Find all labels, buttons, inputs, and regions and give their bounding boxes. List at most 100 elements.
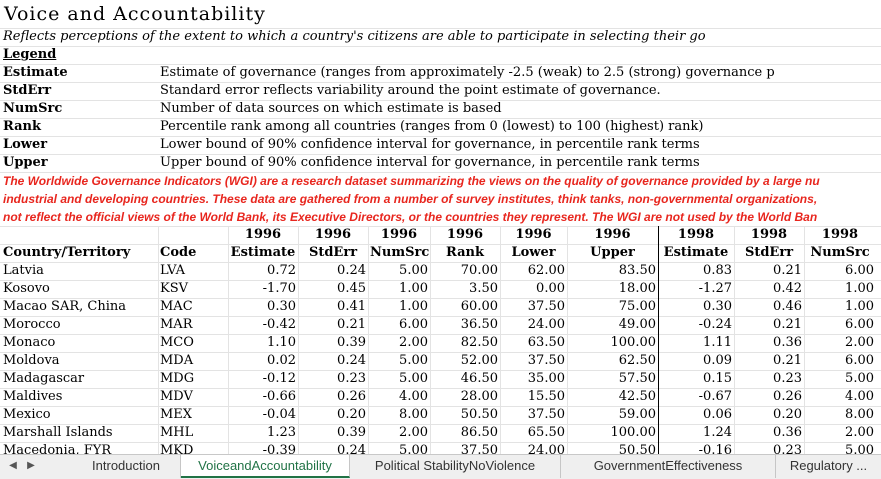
table-cell[interactable]: 37.50 (527, 353, 565, 368)
tab-scroll-left-icon[interactable]: ◀ (9, 460, 17, 471)
year-header-row[interactable]: 1996 1996 1996 1996 1996 1996 1998 1998 1998 (0, 226, 881, 244)
table-cell[interactable]: -0.67 (698, 389, 732, 404)
table-cell[interactable]: 28.00 (460, 389, 498, 404)
table-cell[interactable]: 100.00 (610, 425, 657, 440)
table-cell[interactable]: 50.50 (618, 443, 656, 454)
table-cell[interactable]: 0.83 (703, 263, 732, 278)
table-cell[interactable]: 5.00 (845, 371, 874, 386)
sheet-subtitle-row[interactable]: Reflects perceptions of the extent to wh… (0, 28, 881, 46)
table-cell[interactable]: 5.00 (399, 443, 428, 454)
table-cell[interactable]: 6.00 (845, 263, 874, 278)
table-row[interactable]: Kosovo KSV -1.70 0.45 1.00 3.50 0.00 18.00 -1.27… (0, 280, 881, 298)
table-row[interactable]: Marshall Islands MHL 1.23 0.39 2.00 86.50 65.5… (0, 424, 881, 442)
table-cell[interactable]: MKD (160, 443, 194, 454)
table-cell[interactable]: 36.50 (460, 317, 498, 332)
note-row[interactable]: The Worldwide Governance Indicators (WGI… (0, 172, 881, 190)
legend-row[interactable]: Estimate Estimate of governance (ranges f… (0, 64, 881, 82)
table-row[interactable]: Moldova MDA 0.02 0.24 5.00 52.00 37.50 62.50 0.0… (0, 352, 881, 370)
legend-row[interactable]: StdErr Standard error reflects variabilit… (0, 82, 881, 100)
legend-row[interactable]: NumSrc Number of data sources on which es… (0, 100, 881, 118)
tab-political-stabilitynoviolence[interactable]: Political StabilityNoViolence (350, 455, 561, 478)
spreadsheet-grid[interactable]: Voice and Accountability Reflects percep… (0, 0, 881, 454)
table-cell[interactable]: 63.50 (527, 335, 565, 350)
table-cell[interactable]: 0.21 (337, 317, 366, 332)
table-cell[interactable]: 50.50 (460, 407, 498, 422)
table-cell[interactable]: 6.00 (845, 353, 874, 368)
table-cell[interactable]: 1.10 (267, 335, 296, 350)
table-cell[interactable]: 5.00 (399, 353, 428, 368)
table-cell[interactable]: 0.26 (337, 389, 366, 404)
table-cell[interactable]: 1.00 (845, 299, 874, 314)
table-cell[interactable]: 0.06 (703, 407, 732, 422)
table-cell[interactable]: Madagascar (3, 371, 85, 386)
table-cell[interactable]: 37.50 (527, 407, 565, 422)
table-cell[interactable]: MDG (160, 371, 195, 386)
table-cell[interactable]: 0.21 (773, 353, 802, 368)
legend-row[interactable]: Lower Lower bound of 90% confidence inter… (0, 136, 881, 154)
table-cell[interactable]: 0.00 (536, 281, 565, 296)
table-cell[interactable]: 42.50 (618, 389, 656, 404)
tab-voiceandaccountability[interactable]: VoiceandAccountability (181, 455, 350, 478)
table-cell[interactable]: 0.39 (337, 335, 366, 350)
tab-governmenteffectiveness[interactable]: GovernmentEffectiveness (561, 455, 776, 478)
table-cell[interactable]: 0.72 (267, 263, 296, 278)
table-cell[interactable]: 0.30 (267, 299, 296, 314)
table-cell[interactable]: 0.45 (337, 281, 366, 296)
table-cell[interactable]: 60.00 (460, 299, 498, 314)
table-cell[interactable]: 8.00 (399, 407, 428, 422)
table-cell[interactable]: Macao SAR, China (3, 299, 126, 314)
table-cell[interactable]: -0.42 (262, 317, 296, 332)
table-cell[interactable]: 0.23 (773, 443, 802, 454)
table-cell[interactable]: 8.00 (845, 407, 874, 422)
table-cell[interactable]: 37.50 (460, 443, 498, 454)
table-cell[interactable]: 3.50 (469, 281, 498, 296)
table-cell[interactable]: Morocco (3, 317, 61, 332)
table-cell[interactable]: Macedonia, FYR (3, 443, 112, 454)
legend-heading-row[interactable]: Legend (0, 46, 881, 64)
table-cell[interactable]: Marshall Islands (3, 425, 113, 440)
table-cell[interactable]: -1.70 (262, 281, 296, 296)
table-cell[interactable]: 4.00 (845, 389, 874, 404)
table-cell[interactable]: -0.12 (262, 371, 296, 386)
table-cell[interactable]: 0.02 (267, 353, 296, 368)
table-row[interactable]: Macao SAR, China MAC 0.30 0.41 1.00 60.00 37.5… (0, 298, 881, 316)
tab-introduction[interactable]: Introduction (72, 455, 181, 478)
table-row[interactable]: Macedonia, FYR MKD -0.39 0.24 5.00 37.50 24.00… (0, 442, 881, 454)
table-cell[interactable]: 65.50 (527, 425, 565, 440)
table-cell[interactable]: 1.00 (845, 281, 874, 296)
table-cell[interactable]: 83.50 (618, 263, 656, 278)
table-cell[interactable]: 52.00 (460, 353, 498, 368)
table-cell[interactable]: 6.00 (845, 317, 874, 332)
legend-row[interactable]: Rank Percentile rank among all countries … (0, 118, 881, 136)
table-cell[interactable]: 100.00 (610, 335, 657, 350)
table-cell[interactable]: 0.39 (337, 425, 366, 440)
table-cell[interactable]: -1.27 (698, 281, 732, 296)
table-cell[interactable]: 1.00 (399, 281, 428, 296)
table-cell[interactable]: MEX (160, 407, 193, 422)
table-cell[interactable]: 0.20 (337, 407, 366, 422)
table-cell[interactable]: 2.00 (399, 425, 428, 440)
table-cell[interactable]: 0.42 (773, 281, 802, 296)
table-cell[interactable]: 0.20 (773, 407, 802, 422)
table-row[interactable]: Madagascar MDG -0.12 0.23 5.00 46.50 35.00 57.5… (0, 370, 881, 388)
table-cell[interactable]: 75.00 (618, 299, 656, 314)
table-cell[interactable]: 0.21 (773, 263, 802, 278)
tab-regulatory[interactable]: Regulatory ... (776, 455, 881, 478)
table-cell[interactable]: 6.00 (399, 317, 428, 332)
note-row[interactable]: industrial and developing countries. The… (0, 190, 881, 208)
table-row[interactable]: Monaco MCO 1.10 0.39 2.00 82.50 63.50 100.00 1.1… (0, 334, 881, 352)
table-cell[interactable]: 82.50 (460, 335, 498, 350)
table-cell[interactable]: 0.24 (337, 443, 366, 454)
table-cell[interactable]: 0.41 (337, 299, 366, 314)
table-cell[interactable]: 2.00 (399, 335, 428, 350)
table-cell[interactable]: 24.00 (527, 317, 565, 332)
table-cell[interactable]: 86.50 (460, 425, 498, 440)
table-cell[interactable]: 18.00 (618, 281, 656, 296)
table-cell[interactable]: MAR (160, 317, 193, 332)
table-cell[interactable]: 0.24 (337, 263, 366, 278)
note-row[interactable]: not reflect the official views of the Wo… (0, 208, 881, 226)
table-cell[interactable]: 0.21 (773, 317, 802, 332)
table-cell[interactable]: 24.00 (527, 443, 565, 454)
table-cell[interactable]: 59.00 (618, 407, 656, 422)
table-cell[interactable]: -0.66 (262, 389, 296, 404)
